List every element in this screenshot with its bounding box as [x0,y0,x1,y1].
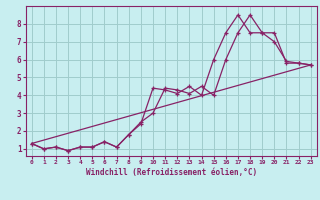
X-axis label: Windchill (Refroidissement éolien,°C): Windchill (Refroidissement éolien,°C) [86,168,257,177]
